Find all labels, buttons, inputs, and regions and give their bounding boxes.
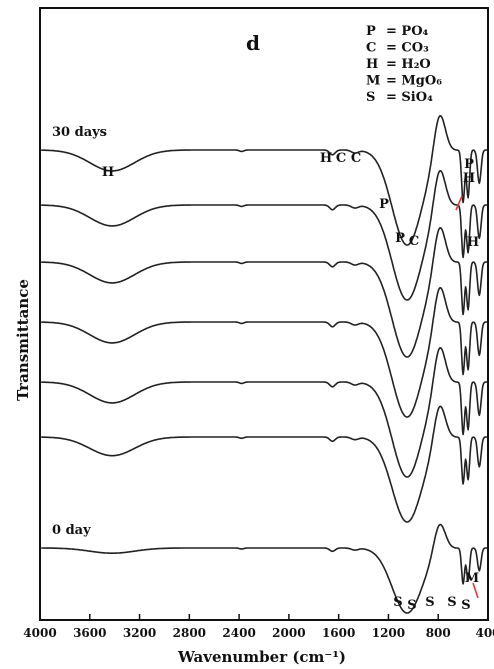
spectrum-line — [41, 115, 488, 246]
band-label: H — [102, 165, 114, 180]
spectra-traces: 30 days 0 day — [41, 115, 488, 614]
spectrum-line — [41, 523, 488, 614]
legend-desc: = CO₃ — [386, 41, 429, 56]
legend: P = PO₄ C = CO₃ H = H₂O M = MgO₆ S = SiO₄ — [366, 24, 442, 105]
band-label: S — [425, 595, 434, 610]
band-label: S — [447, 595, 456, 610]
band-label: H — [320, 151, 332, 166]
y-axis-title: Transmittance — [14, 279, 32, 401]
band-label: S — [393, 595, 402, 610]
spectrum-line — [41, 170, 488, 301]
x-tick-label: 400 — [475, 626, 494, 640]
band-label: P — [379, 197, 389, 212]
x-tick-label: 4000 — [23, 626, 56, 640]
spectrum-line — [41, 287, 488, 418]
legend-key: C — [366, 41, 376, 56]
legend-key: S — [366, 90, 375, 105]
spectrum-line — [41, 405, 488, 523]
band-label: H — [463, 171, 475, 186]
series-label: 30 days — [52, 125, 107, 140]
plot-frame — [39, 7, 489, 621]
band-pointer — [455, 195, 463, 211]
x-tick-label: 3600 — [73, 626, 106, 640]
x-tick-label: 800 — [426, 626, 451, 640]
band-label: C — [351, 151, 361, 166]
panel-label: d — [246, 31, 260, 55]
band-label: P — [464, 157, 474, 172]
band-pointer — [472, 582, 479, 599]
band-label: C — [336, 151, 346, 166]
spectrum-line — [41, 347, 488, 478]
legend-desc: = MgO₆ — [386, 74, 442, 89]
legend-desc: = SiO₄ — [386, 90, 433, 105]
x-tick-label: 2400 — [222, 626, 255, 640]
x-ticks: 4000 3600 3200 2800 2400 2000 1600 1200 800 400 — [23, 614, 494, 640]
spectrum-line — [41, 227, 488, 358]
series-label: 0 day — [52, 523, 91, 538]
band-label: S — [461, 598, 470, 613]
band-label: C — [409, 234, 419, 249]
legend-desc: = H₂O — [386, 57, 431, 72]
x-axis-title: Wavenumber (cm⁻¹) — [177, 648, 346, 666]
x-tick-label: 2000 — [272, 626, 305, 640]
legend-desc: = PO₄ — [386, 24, 429, 39]
band-label: M — [465, 571, 479, 586]
x-tick-label: 1200 — [372, 626, 405, 640]
x-tick-label: 2800 — [173, 626, 206, 640]
band-label: S — [407, 598, 416, 613]
band-label: P — [395, 231, 405, 246]
legend-key: H — [366, 57, 378, 72]
band-label: H — [467, 235, 479, 250]
x-tick-label: 1600 — [322, 626, 355, 640]
legend-key: P — [366, 24, 376, 39]
x-tick-label: 3200 — [123, 626, 156, 640]
legend-key: M — [366, 74, 380, 89]
